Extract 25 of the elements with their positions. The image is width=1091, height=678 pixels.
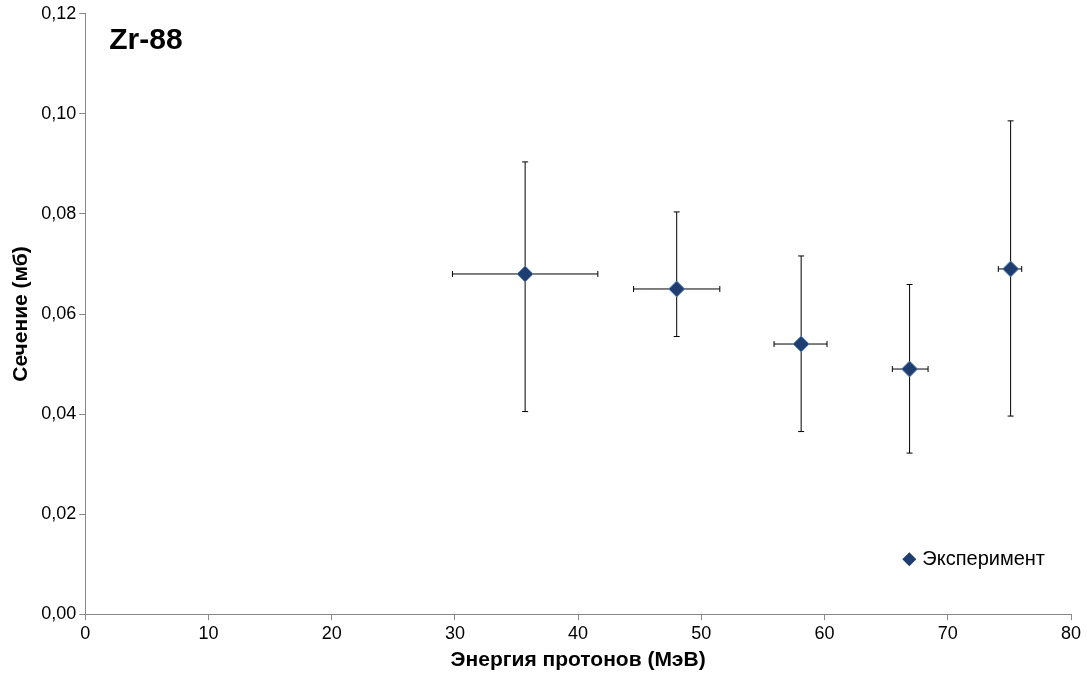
x-tick-label: 60 — [814, 622, 835, 643]
x-tick-label: 50 — [691, 622, 712, 643]
y-axis-title: Сечение (мб) — [8, 246, 32, 382]
y-tick-label: 0,12 — [41, 2, 77, 23]
y-tick-label: 0,06 — [41, 302, 77, 323]
x-tick-label: 40 — [568, 622, 589, 643]
point — [792, 335, 810, 353]
y-tick-label: 0,00 — [41, 603, 77, 624]
x-axis-title: Энергия протонов (МэВ) — [450, 647, 706, 671]
chart-title: Zr-88 — [109, 22, 183, 56]
y-tick-label: 0,02 — [41, 503, 77, 524]
legend-label: Эксперимент — [922, 546, 1046, 569]
point — [668, 280, 686, 298]
x-tick-label: 80 — [1060, 622, 1082, 643]
point — [516, 265, 534, 283]
x-tick-label: 30 — [444, 622, 465, 643]
x-tick-label: 0 — [80, 622, 91, 643]
y-tick-label: 0,10 — [41, 102, 77, 123]
point — [1002, 260, 1020, 278]
point — [901, 360, 919, 378]
x-tick-label: 20 — [321, 622, 342, 643]
x-tick-label: 10 — [198, 622, 219, 643]
y-tick-label: 0,04 — [41, 403, 77, 424]
x-tick-label: 70 — [937, 622, 958, 643]
y-tick-label: 0,08 — [41, 202, 77, 223]
